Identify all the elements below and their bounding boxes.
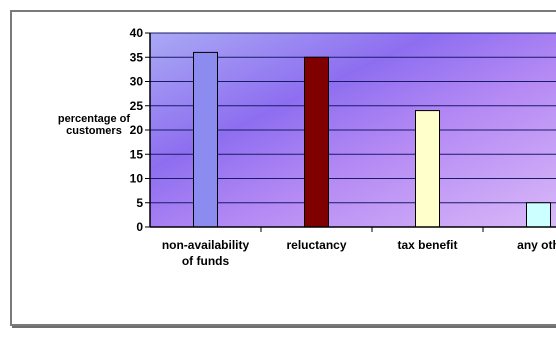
y-tick-label: 30 — [130, 75, 144, 89]
bar — [526, 202, 551, 228]
y-axis-label-line-1: percentage of — [57, 113, 131, 125]
y-tick-label: 35 — [130, 50, 144, 64]
bar — [415, 110, 440, 228]
bar — [193, 51, 218, 228]
x-tick-label: tax benefit — [397, 238, 457, 252]
y-tick-label: 25 — [130, 99, 144, 113]
bar — [304, 56, 329, 228]
y-tick-label: 15 — [130, 147, 144, 161]
y-tick-label: 10 — [130, 172, 144, 186]
y-tick-label: 0 — [136, 220, 143, 234]
y-axis-label-line-2: customers — [66, 125, 122, 137]
y-tick-label: 40 — [130, 26, 144, 40]
y-tick-label: 20 — [130, 123, 144, 137]
x-tick-label: non-availability of funds — [162, 238, 250, 268]
x-tick-label: any oth — [517, 238, 556, 252]
bottom-rule — [12, 326, 556, 328]
y-tick-label: 5 — [136, 196, 143, 210]
x-tick-label: reluctancy — [286, 238, 346, 252]
y-axis-label: percentage of customers — [44, 113, 144, 137]
